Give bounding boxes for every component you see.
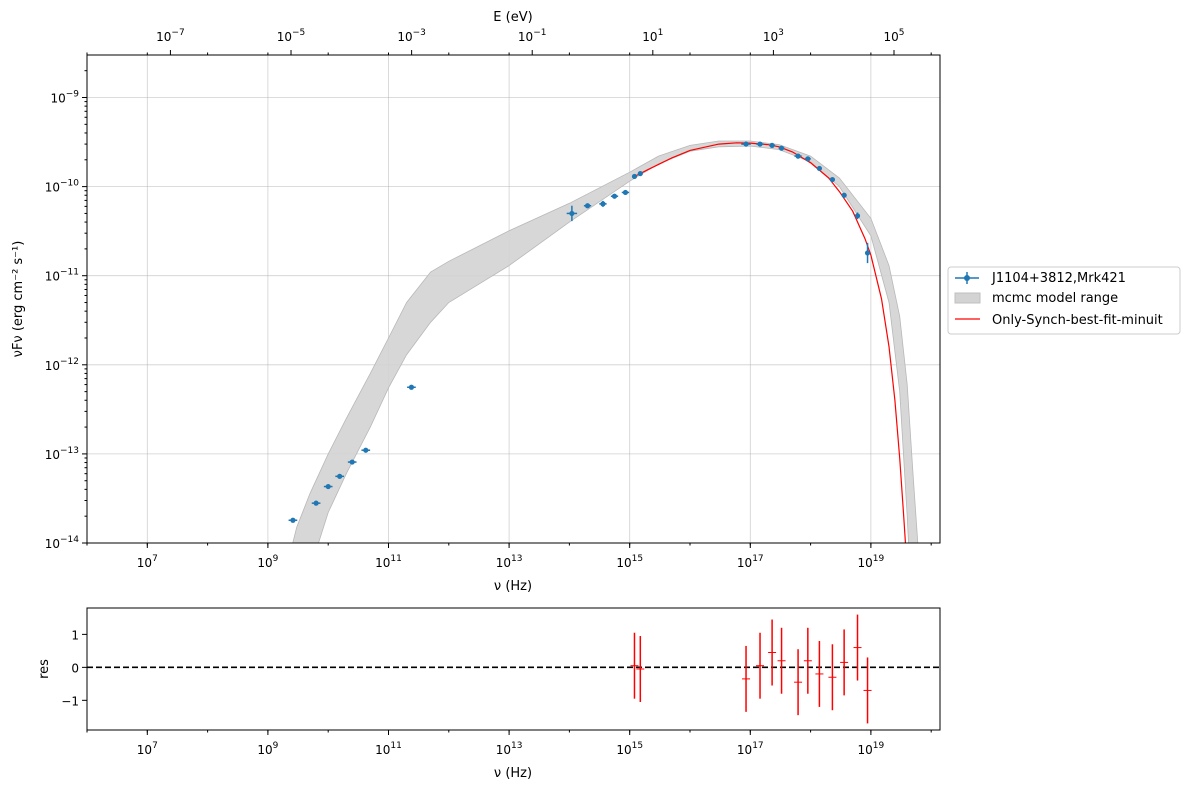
legend-marker-band <box>954 292 981 304</box>
res-x-tick-label: 1017 <box>737 741 764 757</box>
data-point <box>741 141 751 147</box>
x-tick-label: 1015 <box>616 554 643 570</box>
data-point <box>288 517 298 523</box>
residual-point <box>636 636 645 702</box>
data-point <box>407 384 416 390</box>
data-point <box>854 212 861 220</box>
data-point <box>599 200 607 207</box>
residual-x-axis-label: ν (Hz) <box>494 766 532 781</box>
main-top-ticks: 10−7 10−5 10−3 10−1 101 103 105 <box>86 28 932 55</box>
res-x-tick-label: 1019 <box>858 741 885 757</box>
legend-box <box>947 266 1181 335</box>
legend-label-band: mcmc model range <box>992 291 1118 306</box>
legend-label-line: Only-Synch-best-fit-minuit <box>992 313 1163 328</box>
main-y-ticks: 10−14 10−13 10−12 10−11 10−10 10−9 <box>45 70 87 551</box>
y-tick-label: 10−12 <box>45 357 79 373</box>
x-tick-label: 1011 <box>375 554 402 570</box>
y-tick-label: 10−9 <box>50 90 79 106</box>
residual-point <box>853 614 862 681</box>
y-tick-label: 10−11 <box>45 268 79 284</box>
data-point <box>347 459 357 465</box>
residual-point <box>630 632 639 699</box>
residual-point <box>803 627 812 694</box>
data-point <box>864 242 871 264</box>
y-tick-label: 10−10 <box>45 179 80 195</box>
mcmc-band-layer <box>292 140 919 543</box>
main-x-axis-label: ν (Hz) <box>494 579 532 594</box>
data-point <box>769 142 776 149</box>
data-point <box>804 156 811 162</box>
x-tick-label: 109 <box>257 554 278 570</box>
res-x-tick-label: 1011 <box>375 741 402 757</box>
x-tick-label: 1013 <box>496 554 523 570</box>
top-tick-label: 105 <box>884 28 905 44</box>
data-point <box>583 203 592 209</box>
residual-point <box>768 619 777 686</box>
res-x-tick-label: 107 <box>137 741 158 757</box>
best-fit-line <box>634 142 907 543</box>
data-point <box>323 483 333 490</box>
best-fit-line-layer <box>634 142 907 543</box>
main-x-ticks: 107 109 1011 1013 1015 1017 1019 <box>86 543 932 570</box>
data-point <box>756 141 764 147</box>
mcmc-model-band <box>292 140 919 543</box>
data-point <box>778 145 785 151</box>
top-tick-label: 10−1 <box>518 28 547 44</box>
data-point <box>631 173 638 180</box>
legend-label-data: J1104+3812,Mrk421 <box>991 271 1126 286</box>
residual-point <box>828 644 837 711</box>
top-tick-label: 101 <box>642 28 663 44</box>
data-point <box>816 165 823 172</box>
res-y-tick-label: 0 <box>71 661 79 675</box>
top-x-axis-label: E (eV) <box>493 10 532 25</box>
res-y-tick-label: 1 <box>71 628 79 642</box>
top-tick-label: 10−7 <box>156 28 185 44</box>
data-point <box>335 473 345 479</box>
residual-point <box>815 640 824 707</box>
top-tick-label: 103 <box>763 28 784 44</box>
res-x-tick-label: 109 <box>257 741 278 757</box>
residual-panel: 107 109 1011 1013 1015 1017 1019 −1 0 1 ν (Hz) r… <box>37 607 941 781</box>
residual-points-layer <box>630 614 872 724</box>
data-point <box>637 170 643 177</box>
residual-point <box>777 627 786 694</box>
legend-marker-data <box>955 272 979 284</box>
x-tick-label: 107 <box>137 554 158 570</box>
main-y-axis-label: νFν (erg cm⁻² s⁻¹) <box>11 241 26 358</box>
data-point <box>311 500 321 506</box>
residual-point <box>863 657 872 724</box>
data-point <box>566 205 578 222</box>
res-x-tick-label: 1015 <box>616 741 643 757</box>
main-grid <box>87 55 940 544</box>
y-tick-label: 10−13 <box>45 446 79 462</box>
legend: J1104+3812,Mrk421 mcmc model range Only-… <box>947 266 1181 335</box>
data-point <box>621 189 630 196</box>
residual-point <box>742 645 751 712</box>
x-tick-label: 1019 <box>858 554 885 570</box>
main-plot-frame <box>86 54 941 544</box>
x-tick-label: 1017 <box>737 554 764 570</box>
data-point <box>794 153 802 159</box>
data-point <box>829 176 836 183</box>
data-point <box>361 447 371 453</box>
top-tick-label: 10−5 <box>277 28 306 44</box>
data-point <box>841 192 847 198</box>
residual-y-ticks: −1 0 1 <box>61 628 87 708</box>
top-tick-label: 10−3 <box>397 28 426 44</box>
res-y-tick-label: −1 <box>61 694 79 708</box>
data-points-layer <box>288 141 871 523</box>
data-point <box>610 193 619 199</box>
res-x-tick-label: 1013 <box>496 741 523 757</box>
residual-point <box>756 632 765 699</box>
residual-point <box>840 629 849 696</box>
sed-panel: 107 109 1011 1013 1015 1017 1019 10−1410−1310−… <box>11 10 941 594</box>
residual-point <box>794 649 803 716</box>
y-tick-label: 10−14 <box>45 535 80 551</box>
residual-plot-frame <box>86 607 941 731</box>
residual-x-ticks: 107 109 1011 1013 1015 1017 1019 <box>86 730 932 757</box>
residual-y-axis-label: res <box>37 659 52 679</box>
